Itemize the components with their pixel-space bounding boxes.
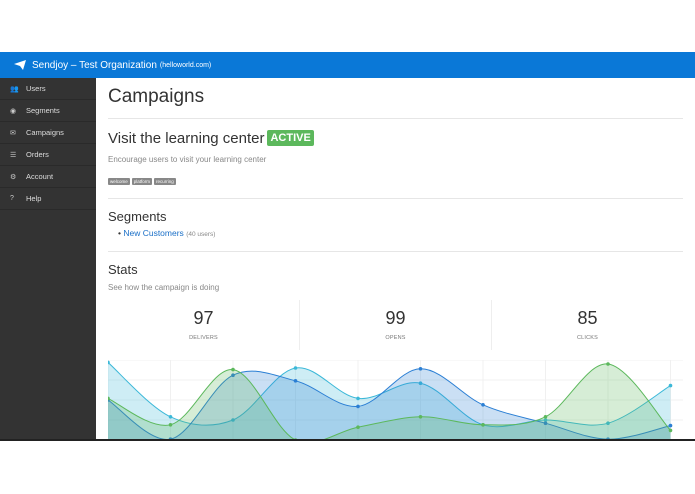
stat-value: 99 bbox=[385, 308, 406, 328]
app-window: Sendjoy – Test Organization (helloworld.… bbox=[0, 52, 695, 441]
sidebar-item-label: Orders bbox=[26, 150, 49, 159]
stats-subtitle: See how the campaign is doing bbox=[108, 283, 220, 292]
data-point bbox=[293, 379, 298, 383]
top-bar: Sendjoy – Test Organization (helloworld.… bbox=[0, 52, 695, 78]
data-point bbox=[481, 403, 485, 407]
data-point bbox=[606, 437, 610, 439]
data-point bbox=[168, 415, 173, 419]
sidebar-item-campaigns[interactable]: ✉ Campaigns bbox=[0, 122, 96, 144]
main-content: Campaigns Visit the learning center ACTIV… bbox=[108, 78, 683, 439]
series-line-2 bbox=[108, 363, 671, 439]
data-point bbox=[668, 383, 673, 388]
sidebar-item-orders[interactable]: ☰ Orders bbox=[0, 144, 96, 166]
data-point bbox=[481, 423, 485, 427]
campaign-name: Visit the learning center bbox=[108, 130, 265, 147]
data-point bbox=[231, 418, 235, 422]
campaign-title: Visit the learning center ACTIVE bbox=[108, 130, 314, 147]
data-point bbox=[418, 381, 423, 385]
sidebar-item-segments[interactable]: ◉ Segments bbox=[0, 100, 96, 122]
target-icon: ◉ bbox=[10, 107, 17, 115]
stat-label: CLICKS bbox=[576, 335, 599, 341]
series-area-1 bbox=[108, 368, 671, 439]
stat-delivers: 97 DELIVERS bbox=[108, 300, 300, 350]
stat-value: 97 bbox=[193, 308, 214, 328]
sidebar-item-help[interactable]: ? Help bbox=[0, 188, 96, 210]
sidebar-item-label: Campaigns bbox=[26, 128, 64, 137]
data-point bbox=[108, 360, 110, 365]
data-point bbox=[356, 404, 360, 409]
data-point bbox=[418, 367, 423, 371]
sidebar-item-label: Users bbox=[26, 84, 46, 93]
series-line-1 bbox=[108, 368, 671, 439]
data-point bbox=[168, 423, 173, 427]
data-point bbox=[668, 423, 673, 428]
data-point bbox=[168, 437, 173, 439]
users-icon: 👥 bbox=[10, 85, 19, 93]
data-point bbox=[606, 421, 610, 425]
segments-heading: Segments bbox=[108, 209, 167, 224]
data-point bbox=[231, 367, 235, 372]
tag-list: welcome platform recurring bbox=[108, 178, 176, 185]
series-area-0 bbox=[108, 362, 671, 439]
divider bbox=[108, 198, 683, 199]
data-point bbox=[418, 415, 423, 419]
page-title: Campaigns bbox=[108, 86, 205, 107]
sidebar-item-label: Account bbox=[26, 172, 54, 181]
data-point bbox=[356, 396, 360, 401]
stats-summary: 97 DELIVERS 99 OPENS 85 CLICKS bbox=[108, 300, 683, 350]
data-point bbox=[543, 415, 548, 419]
data-point bbox=[606, 362, 610, 366]
stat-value: 85 bbox=[577, 308, 598, 328]
data-point bbox=[294, 438, 297, 439]
data-point bbox=[543, 421, 548, 425]
stat-clicks: 85 CLICKS bbox=[492, 300, 683, 350]
question-icon: ? bbox=[10, 195, 14, 202]
segment-count: (40 users) bbox=[186, 231, 216, 238]
list-icon: ☰ bbox=[10, 151, 17, 159]
gear-icon: ⚙ bbox=[10, 173, 17, 181]
data-point bbox=[231, 373, 235, 377]
app-title[interactable]: Sendjoy – Test Organization bbox=[32, 59, 157, 71]
stats-heading: Stats bbox=[108, 262, 138, 277]
sidebar-item-label: Segments bbox=[26, 106, 60, 115]
divider bbox=[108, 251, 683, 252]
sidebar-item-label: Help bbox=[26, 194, 42, 203]
data-point bbox=[293, 366, 298, 370]
segment-list-item: • New Customers (40 users) bbox=[118, 228, 216, 238]
envelope-icon: ✉ bbox=[10, 129, 16, 137]
segment-link[interactable]: New Customers bbox=[123, 228, 184, 238]
data-point bbox=[356, 425, 360, 429]
stat-label: OPENS bbox=[385, 335, 406, 341]
stat-opens: 99 OPENS bbox=[300, 300, 492, 350]
data-point bbox=[668, 428, 673, 433]
paper-plane-icon bbox=[14, 60, 26, 70]
stats-area-chart bbox=[108, 360, 683, 439]
tag: welcome bbox=[108, 178, 130, 185]
sidebar-item-users[interactable]: 👥 Users bbox=[0, 78, 96, 100]
divider bbox=[108, 118, 683, 119]
sidebar-item-account[interactable]: ⚙ Account bbox=[0, 166, 96, 188]
data-point bbox=[108, 396, 110, 401]
series-area-2 bbox=[108, 363, 671, 439]
org-domain: (helloworld.com) bbox=[159, 61, 212, 69]
data-point bbox=[543, 418, 548, 422]
sidebar: 👥 Users ◉ Segments ✉ Campaigns ☰ Orders ⚙ Acc… bbox=[0, 78, 96, 439]
campaign-description: Encourage users to visit your learning c… bbox=[108, 155, 267, 164]
stat-label: DELIVERS bbox=[189, 335, 218, 341]
status-badge: ACTIVE bbox=[267, 130, 314, 146]
tag: platform bbox=[131, 178, 153, 185]
tag: recurring bbox=[154, 178, 176, 185]
